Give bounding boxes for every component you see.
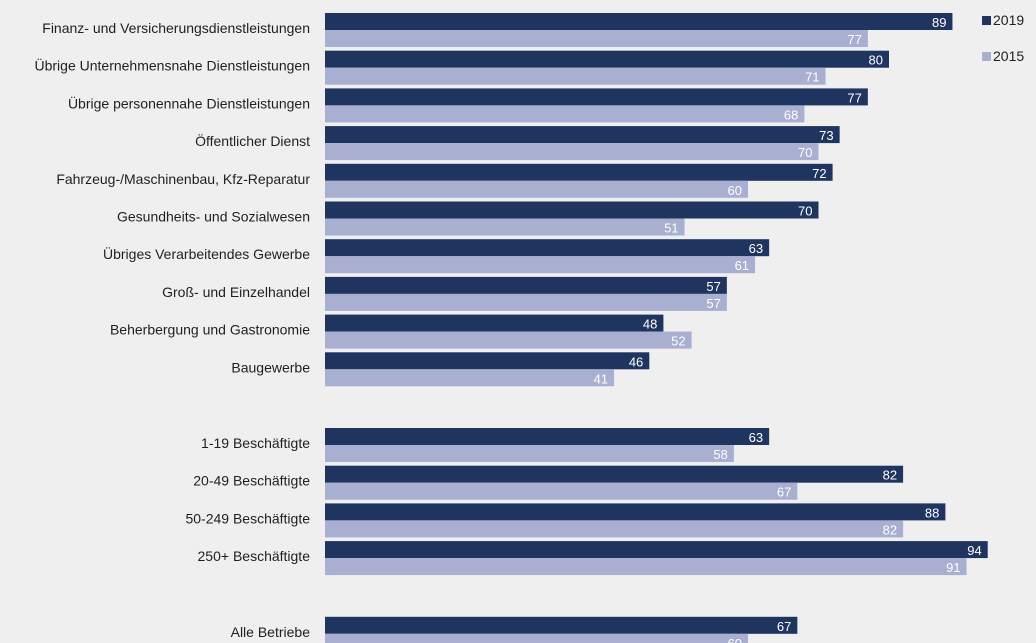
category-label: 250+ Beschäftigte [198,548,311,564]
bar-2019 [325,541,988,559]
bar-2019 [325,163,833,181]
category-label: Öffentlicher Dienst [195,132,310,149]
bar-2015 [325,67,826,85]
data-label-2015: 51 [664,221,678,236]
legend: 2019 2015 [982,12,1024,64]
category-label: 20-49 Beschäftigte [193,473,310,489]
category-label: Groß- und Einzelhandel [162,284,310,300]
data-label-2015: 82 [883,522,897,537]
bar-2015 [325,180,748,198]
data-label-2015: 61 [735,258,749,273]
data-label-2019: 63 [749,241,763,256]
bar-2019 [325,50,889,68]
data-label-2015: 60 [728,183,742,198]
bar-2015 [325,256,756,274]
data-label-2019: 80 [869,53,883,68]
category-label: Finanz- und Versicherungsdienstleistunge… [42,20,310,36]
data-label-2019: 57 [706,279,720,294]
bar-2015 [325,520,904,538]
bar-2015 [325,105,805,123]
bar-2019 [325,314,664,332]
bar-2019 [325,126,840,144]
data-label-2019: 63 [749,430,763,445]
data-label-2019: 67 [777,619,791,634]
data-label-2015: 67 [777,485,791,500]
data-label-2015: 77 [847,32,861,47]
category-label: Alle Betriebe [231,624,311,640]
bar-2015 [325,558,967,576]
data-label-2019: 48 [643,317,657,332]
data-label-2019: 73 [819,128,833,143]
data-label-2019: 46 [629,354,643,369]
bar-2019 [325,428,770,445]
data-label-2015: 91 [946,560,960,575]
bar-2015 [325,633,748,643]
category-label: Beherbergung und Gastronomie [110,322,310,338]
legend-label-2019: 2019 [993,12,1024,28]
bar-2015 [325,445,734,462]
data-label-2015: 71 [805,70,819,85]
category-label: Baugewerbe [231,359,310,375]
data-label-2015: 52 [671,334,685,349]
bar-2015 [325,482,798,500]
legend-label-2015: 2015 [993,48,1024,64]
bar-2015 [325,369,615,387]
data-label-2019: 82 [883,468,897,483]
bar-2019 [325,88,868,106]
data-label-2015: 60 [728,636,742,643]
category-label: 1-19 Beschäftigte [201,435,310,451]
category-label: Gesundheits- und Sozialwesen [117,209,310,225]
bars-layer: Finanz- und Versicherungsdienstleistunge… [34,13,988,643]
bar-2019 [325,503,946,521]
bar-2015 [325,331,692,349]
bar-2019 [325,352,650,370]
data-label-2015: 58 [713,447,727,462]
legend-swatch-2019 [982,16,991,25]
bar-2019 [325,239,770,257]
bar-2019 [325,201,819,219]
data-label-2019: 94 [967,543,981,558]
category-label: Übrige Unternehmensnahe Dienstleistungen [34,57,310,74]
bar-2015 [325,143,819,161]
bar-2019 [325,616,798,634]
bar-2019 [325,276,727,294]
data-label-2019: 77 [847,90,861,105]
bar-2019 [325,465,904,483]
data-label-2015: 68 [784,107,798,122]
bar-2015 [325,30,868,47]
bar-2015 [325,218,685,236]
category-label: Fahrzeug-/Maschinenbau, Kfz-Reparatur [56,171,310,187]
data-label-2015: 41 [594,371,608,386]
category-label: Übrige personennahe Dienstleistungen [68,94,310,111]
data-label-2015: 70 [798,145,812,160]
data-label-2019: 89 [932,15,946,30]
bar-2015 [325,293,727,311]
category-label: 50-249 Beschäftigte [185,510,310,526]
legend-swatch-2015 [982,52,991,61]
data-label-2019: 70 [798,204,812,219]
category-label: Übriges Verarbeitendes Gewerbe [103,245,310,262]
data-label-2019: 72 [812,166,826,181]
data-label-2015: 57 [706,296,720,311]
bar-2019 [325,13,953,30]
data-label-2019: 88 [925,505,939,520]
